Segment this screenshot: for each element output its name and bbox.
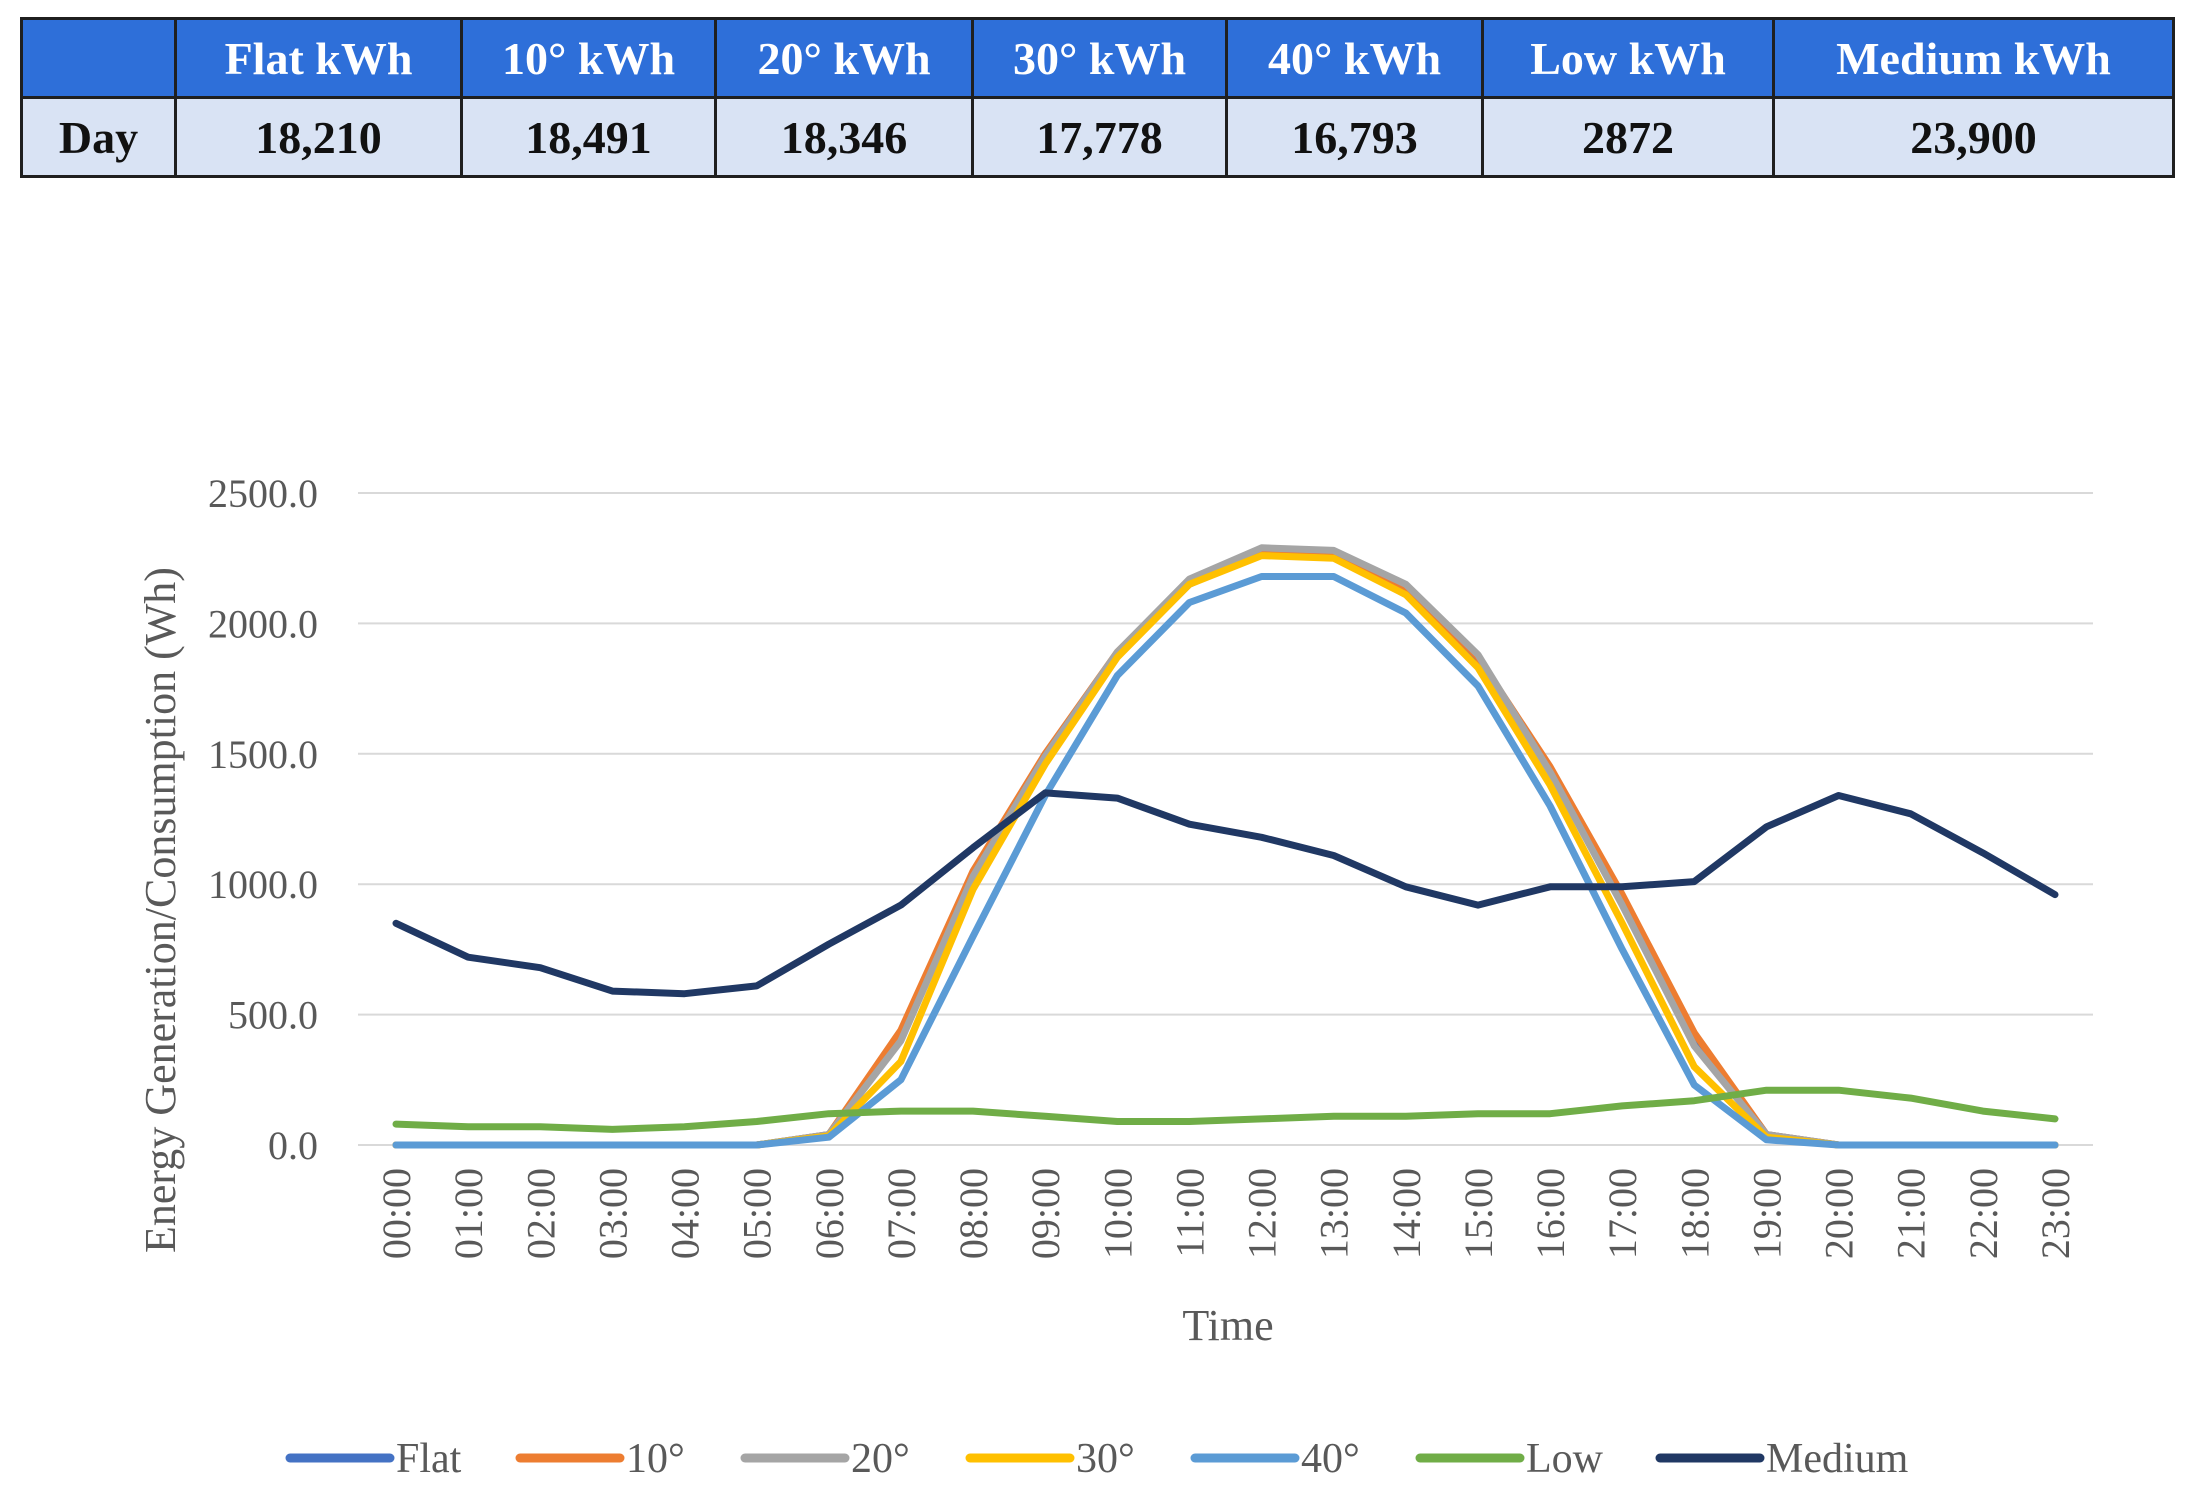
legend: Flat 10° 20° 30° 40° Low Medium bbox=[285, 1436, 1909, 1482]
legend-item: Flat bbox=[285, 1436, 462, 1482]
table-header-cell: Low kWh bbox=[1481, 17, 1775, 99]
x-tick-label: 00:00 bbox=[374, 1168, 419, 1259]
x-tick-label: 20:00 bbox=[1817, 1168, 1862, 1259]
x-tick-label: 21:00 bbox=[1889, 1168, 1934, 1259]
table-cell: 2872 bbox=[1481, 96, 1775, 178]
table-header-row: Flat kWh 10° kWh 20° kWh 30° kWh 40° kWh… bbox=[20, 17, 2175, 99]
series-line-20 bbox=[392, 544, 2059, 1149]
x-tick-label: 06:00 bbox=[807, 1168, 852, 1259]
x-tick-label: 18:00 bbox=[1672, 1168, 1717, 1259]
y-tick-label: 1500.0 bbox=[208, 732, 318, 777]
series-line-10 bbox=[392, 546, 2059, 1149]
legend-item: 30° bbox=[965, 1436, 1135, 1482]
x-tick-label: 15:00 bbox=[1456, 1168, 1501, 1259]
x-tick-label: 17:00 bbox=[1600, 1168, 1645, 1259]
series-line-Medium bbox=[392, 789, 2059, 998]
legend-item: 20° bbox=[740, 1436, 910, 1482]
legend-item: Low bbox=[1415, 1436, 1604, 1482]
x-tick-label: 23:00 bbox=[2033, 1168, 2078, 1259]
series-line-30 bbox=[392, 552, 2059, 1149]
table-header-cell: Flat kWh bbox=[174, 17, 463, 99]
y-tick-label: 500.0 bbox=[228, 993, 318, 1038]
x-tick-label: 09:00 bbox=[1023, 1168, 1068, 1259]
x-tick-label: 01:00 bbox=[446, 1168, 491, 1259]
table-header-cell: 40° kWh bbox=[1225, 17, 1484, 99]
table-cell: 18,210 bbox=[174, 96, 463, 178]
x-tick-label: 03:00 bbox=[590, 1168, 635, 1259]
legend-label: 30° bbox=[1076, 1436, 1135, 1482]
table-header-cell bbox=[20, 17, 177, 99]
summary-table: Flat kWh 10° kWh 20° kWh 30° kWh 40° kWh… bbox=[20, 17, 2175, 178]
y-tick-label: 0.0 bbox=[268, 1123, 318, 1168]
table-row-label: Day bbox=[20, 96, 177, 178]
x-tick-label: 16:00 bbox=[1528, 1168, 1573, 1259]
table-header-cell: 10° kWh bbox=[460, 17, 717, 99]
x-tick-label: 08:00 bbox=[951, 1168, 996, 1259]
x-tick-label: 10:00 bbox=[1095, 1168, 1140, 1259]
legend-item: Medium bbox=[1655, 1436, 1909, 1482]
x-axis-ticks: 00:00 01:00 02:00 03:00 04:00 05:00 06:00 07:00… bbox=[374, 1168, 2078, 1259]
x-tick-label: 13:00 bbox=[1312, 1168, 1357, 1259]
series-line-Flat bbox=[392, 549, 2059, 1149]
y-tick-label: 1000.0 bbox=[208, 862, 318, 907]
table-row: Day 18,210 18,491 18,346 17,778 16,793 2… bbox=[20, 96, 2175, 178]
table-cell: 16,793 bbox=[1225, 96, 1484, 178]
x-tick-label: 05:00 bbox=[735, 1168, 780, 1259]
legend-label: 20° bbox=[851, 1436, 910, 1482]
x-tick-label: 19:00 bbox=[1744, 1168, 1789, 1259]
table-header-cell: Medium kWh bbox=[1772, 17, 2175, 99]
x-tick-label: 22:00 bbox=[1961, 1168, 2006, 1259]
y-axis-label: Energy Generation/Consumption (Wh) bbox=[136, 567, 185, 1253]
x-tick-label: 12:00 bbox=[1240, 1168, 1285, 1259]
table-header-cell: 20° kWh bbox=[714, 17, 974, 99]
legend-label: 40° bbox=[1301, 1436, 1360, 1482]
x-axis-label: Time bbox=[1182, 1301, 1273, 1350]
y-axis-ticks: 0.0 500.0 1000.0 1500.0 2000.0 2500.0 bbox=[208, 471, 318, 1168]
table-cell: 23,900 bbox=[1772, 96, 2175, 178]
table-cell: 18,346 bbox=[714, 96, 974, 178]
x-tick-label: 02:00 bbox=[518, 1168, 563, 1259]
table-cell: 18,491 bbox=[460, 96, 717, 178]
x-tick-label: 04:00 bbox=[663, 1168, 708, 1259]
y-tick-label: 2000.0 bbox=[208, 601, 318, 646]
table-header-cell: 30° kWh bbox=[971, 17, 1228, 99]
x-tick-label: 14:00 bbox=[1384, 1168, 1429, 1259]
legend-label: 10° bbox=[626, 1436, 685, 1482]
y-tick-label: 2500.0 bbox=[208, 471, 318, 516]
legend-item: 10° bbox=[515, 1436, 685, 1482]
x-tick-label: 07:00 bbox=[879, 1168, 924, 1259]
table-cell: 17,778 bbox=[971, 96, 1228, 178]
legend-label: Medium bbox=[1766, 1436, 1909, 1482]
legend-label: Low bbox=[1526, 1436, 1604, 1482]
series-lines bbox=[392, 544, 2059, 1149]
legend-item: 40° bbox=[1190, 1436, 1360, 1482]
series-line-40 bbox=[392, 573, 2059, 1149]
x-tick-label: 11:00 bbox=[1167, 1168, 1212, 1258]
legend-label: Flat bbox=[396, 1436, 462, 1482]
series-line-Low bbox=[392, 1086, 2059, 1133]
